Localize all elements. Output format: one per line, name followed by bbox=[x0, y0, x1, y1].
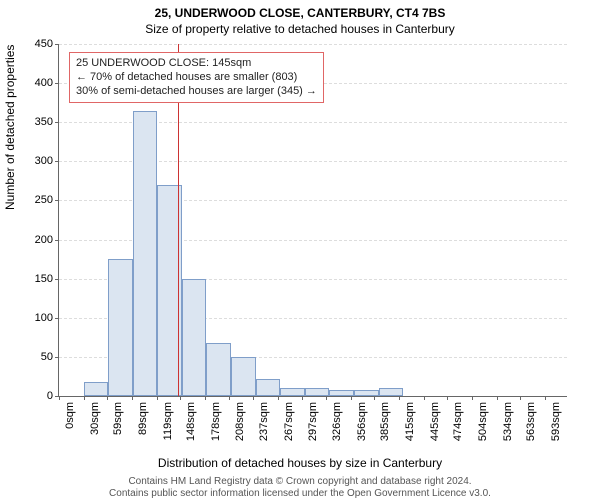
ytick-mark bbox=[55, 279, 59, 280]
ytick-label: 350 bbox=[35, 116, 53, 128]
histogram-bar bbox=[231, 357, 256, 396]
footnote-line2: Contains public sector information licen… bbox=[109, 488, 491, 499]
histogram-bar bbox=[379, 388, 404, 396]
xtick-mark bbox=[447, 396, 448, 400]
xtick-mark bbox=[374, 396, 375, 400]
xtick-label: 59sqm bbox=[112, 402, 124, 452]
histogram-bar bbox=[256, 379, 281, 396]
ytick-label: 0 bbox=[47, 390, 53, 402]
xtick-mark bbox=[59, 396, 60, 400]
histogram-bar bbox=[280, 388, 305, 396]
xtick-label: 415sqm bbox=[404, 402, 416, 452]
xtick-mark bbox=[84, 396, 85, 400]
chart-title-address: 25, UNDERWOOD CLOSE, CANTERBURY, CT4 7BS bbox=[0, 6, 600, 20]
ytick-mark bbox=[55, 357, 59, 358]
xtick-label: 119sqm bbox=[162, 402, 174, 452]
xtick-mark bbox=[497, 396, 498, 400]
xtick-label: 267sqm bbox=[283, 402, 295, 452]
xtick-mark bbox=[253, 396, 254, 400]
ytick-label: 150 bbox=[35, 273, 53, 285]
ytick-mark bbox=[55, 161, 59, 162]
ytick-label: 50 bbox=[41, 351, 53, 363]
xtick-mark bbox=[302, 396, 303, 400]
footnote: Contains HM Land Registry data © Crown c… bbox=[0, 476, 600, 500]
xtick-mark bbox=[520, 396, 521, 400]
ytick-mark bbox=[55, 83, 59, 84]
xtick-label: 563sqm bbox=[525, 402, 537, 452]
xtick-label: 356sqm bbox=[356, 402, 368, 452]
xtick-label: 504sqm bbox=[477, 402, 489, 452]
ytick-label: 250 bbox=[35, 194, 53, 206]
xtick-mark bbox=[132, 396, 133, 400]
xtick-mark bbox=[157, 396, 158, 400]
grid-line bbox=[59, 44, 567, 45]
xtick-mark bbox=[205, 396, 206, 400]
xtick-mark bbox=[545, 396, 546, 400]
xtick-mark bbox=[472, 396, 473, 400]
plot-area: 0501001502002503003504004500sqm30sqm59sq… bbox=[58, 44, 567, 397]
histogram-bar bbox=[108, 259, 133, 396]
xtick-mark bbox=[278, 396, 279, 400]
ytick-label: 400 bbox=[35, 77, 53, 89]
xtick-label: 0sqm bbox=[64, 402, 76, 452]
xtick-label: 445sqm bbox=[429, 402, 441, 452]
ytick-label: 300 bbox=[35, 155, 53, 167]
ytick-mark bbox=[55, 318, 59, 319]
xtick-mark bbox=[229, 396, 230, 400]
xtick-label: 30sqm bbox=[89, 402, 101, 452]
xtick-mark bbox=[326, 396, 327, 400]
histogram-bar bbox=[206, 343, 231, 396]
annotation-line1: 25 UNDERWOOD CLOSE: 145sqm bbox=[76, 57, 251, 69]
x-axis-label: Distribution of detached houses by size … bbox=[0, 456, 600, 470]
xtick-label: 178sqm bbox=[210, 402, 222, 452]
ytick-mark bbox=[55, 240, 59, 241]
ytick-label: 100 bbox=[35, 312, 53, 324]
xtick-label: 474sqm bbox=[452, 402, 464, 452]
histogram-bar bbox=[84, 382, 109, 396]
xtick-label: 326sqm bbox=[331, 402, 343, 452]
annotation-line2: ← 70% of detached houses are smaller (80… bbox=[76, 71, 297, 83]
xtick-mark bbox=[351, 396, 352, 400]
xtick-label: 208sqm bbox=[234, 402, 246, 452]
ytick-mark bbox=[55, 122, 59, 123]
ytick-label: 200 bbox=[35, 234, 53, 246]
chart-title-subtitle: Size of property relative to detached ho… bbox=[0, 22, 600, 36]
xtick-label: 534sqm bbox=[502, 402, 514, 452]
footnote-line1: Contains HM Land Registry data © Crown c… bbox=[128, 476, 471, 487]
xtick-mark bbox=[399, 396, 400, 400]
ytick-mark bbox=[55, 44, 59, 45]
xtick-label: 297sqm bbox=[307, 402, 319, 452]
annotation-box: 25 UNDERWOOD CLOSE: 145sqm ← 70% of detac… bbox=[69, 52, 324, 103]
y-axis-label: Number of detached properties bbox=[3, 45, 17, 210]
histogram-bar bbox=[182, 279, 207, 396]
histogram-bar bbox=[305, 388, 330, 396]
xtick-label: 148sqm bbox=[185, 402, 197, 452]
ytick-label: 450 bbox=[35, 38, 53, 50]
xtick-label: 89sqm bbox=[137, 402, 149, 452]
chart-container: 25, UNDERWOOD CLOSE, CANTERBURY, CT4 7BS… bbox=[0, 0, 600, 500]
xtick-mark bbox=[107, 396, 108, 400]
xtick-label: 385sqm bbox=[379, 402, 391, 452]
xtick-mark bbox=[424, 396, 425, 400]
xtick-label: 237sqm bbox=[258, 402, 270, 452]
annotation-line3: 30% of semi-detached houses are larger (… bbox=[76, 85, 317, 97]
xtick-mark bbox=[180, 396, 181, 400]
histogram-bar bbox=[133, 111, 158, 397]
ytick-mark bbox=[55, 200, 59, 201]
xtick-label: 593sqm bbox=[550, 402, 562, 452]
